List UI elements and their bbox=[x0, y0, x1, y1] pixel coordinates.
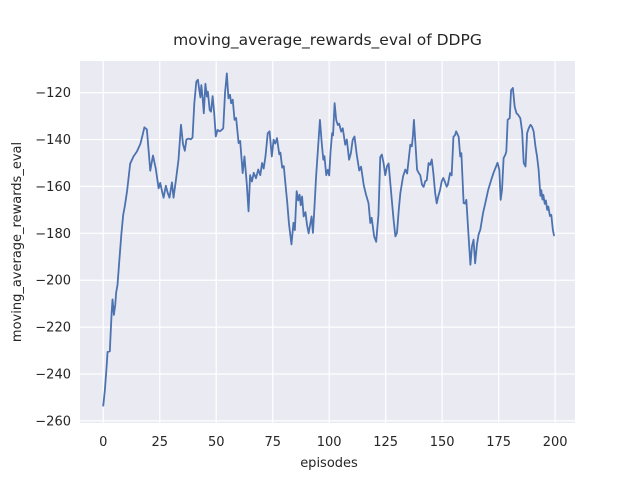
x-tick-label: 50 bbox=[208, 435, 225, 450]
y-tick-label: −120 bbox=[35, 86, 71, 101]
y-tick-label: −200 bbox=[35, 274, 71, 289]
x-axis-label: episodes bbox=[300, 456, 358, 471]
y-tick-label: −180 bbox=[35, 227, 71, 242]
series-layer bbox=[102, 72, 555, 407]
y-axis-label: moving_average_rewards_eval bbox=[10, 142, 25, 342]
plot-area bbox=[80, 61, 575, 423]
x-tick-label: 175 bbox=[486, 435, 511, 450]
grid-layer bbox=[80, 61, 575, 423]
tick-layer: 0 25 50 75 100 125 150 175 200 −120 −140 −160 −180 −2… bbox=[35, 86, 567, 450]
x-tick-label: 100 bbox=[317, 435, 342, 450]
y-tick-label: −140 bbox=[35, 133, 71, 148]
x-tick-label: 75 bbox=[264, 435, 281, 450]
x-tick-label: 25 bbox=[151, 435, 168, 450]
chart-title: moving_average_rewards_eval of DDPG bbox=[173, 31, 482, 50]
y-tick-label: −220 bbox=[35, 321, 71, 336]
y-tick-label: −160 bbox=[35, 180, 71, 195]
x-tick-label: 150 bbox=[430, 435, 455, 450]
x-tick-label: 125 bbox=[373, 435, 398, 450]
reward-series-line bbox=[102, 72, 555, 407]
x-tick-label: 0 bbox=[99, 435, 107, 450]
y-tick-label: −240 bbox=[35, 367, 71, 382]
y-tick-label: −260 bbox=[35, 414, 71, 429]
x-tick-label: 200 bbox=[543, 435, 568, 450]
